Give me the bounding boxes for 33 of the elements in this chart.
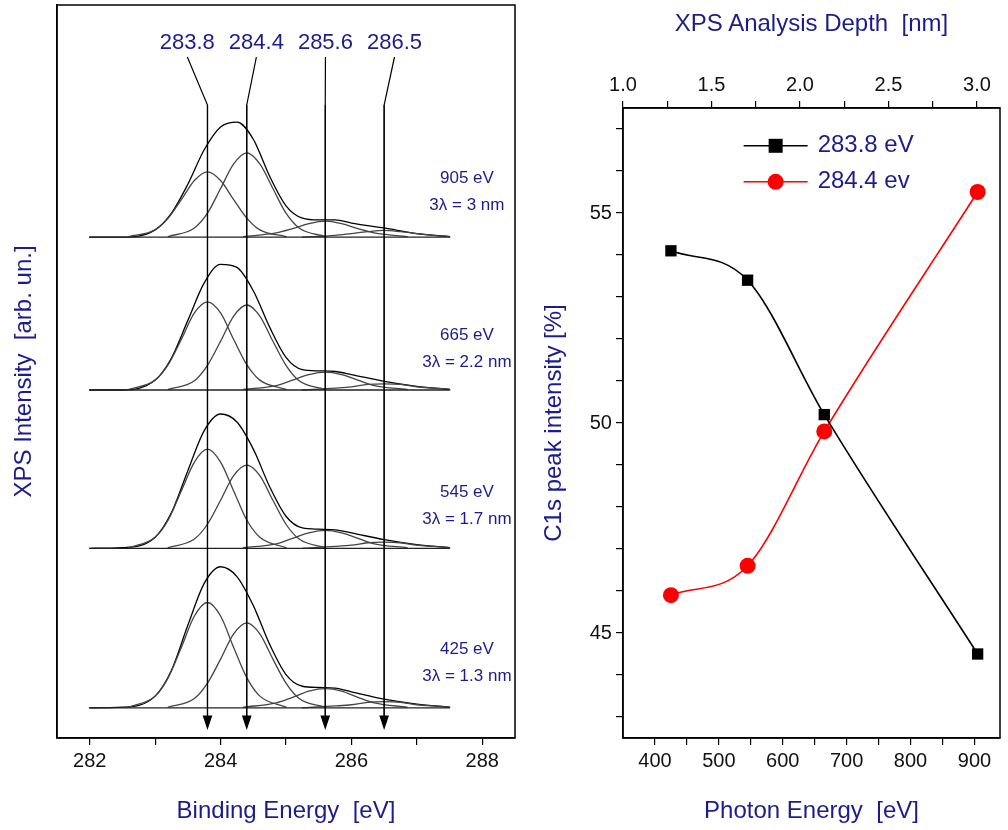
x-tick-label: 700 [829,748,864,771]
x-tick-label: 286 [334,748,369,771]
x2-axis-title: XPS Analysis Depth [nm] [674,9,949,37]
y-axis-title: C1s peak intensity [%] [539,304,567,542]
annotation: 545 eV 3λ = 1.7 nm [422,481,512,528]
y-axis-title: XPS Intensity [arb. un.] [9,245,37,498]
ref-line-label: 286.5 [366,29,423,54]
ref-line-label: 283.8 [159,29,215,54]
x-axis-title: Binding Energy [eV] [176,796,396,824]
x2-tick-label: 1.5 [697,72,726,95]
x-axis-title: Photon Energy [eV] [704,796,919,824]
annotation: 425 eV 3λ = 1.3 nm [422,638,512,685]
x-tick-label: 500 [702,748,736,771]
y-tick-label: 55 [589,200,612,223]
legend-label: 283.8 eV [817,130,914,158]
x-tick-label: 600 [766,748,800,771]
x2-tick-label: 1.0 [609,72,637,95]
x-tick-label: 282 [73,748,107,771]
x-tick-label: 288 [465,748,499,771]
y-tick-label: 50 [589,410,612,433]
x2-tick-label: 2.5 [874,72,903,95]
y-tick-label: 45 [589,620,612,643]
x-tick-label: 400 [638,748,672,771]
annotation: 905 eV 3λ = 3 nm [429,168,505,215]
x2-tick-label: 3.0 [963,72,991,95]
ref-line-label: 284.4 [228,29,284,54]
x2-tick-label: 2.0 [786,72,814,95]
x-tick-label: 900 [957,748,992,771]
ref-line-label: 285.6 [297,29,353,54]
x-tick-label: 284 [203,748,238,771]
x-tick-label: 800 [893,748,928,771]
annotation: 665 eV 3λ = 2.2 nm [422,324,512,371]
legend-label: 284.4 ev [817,166,910,194]
